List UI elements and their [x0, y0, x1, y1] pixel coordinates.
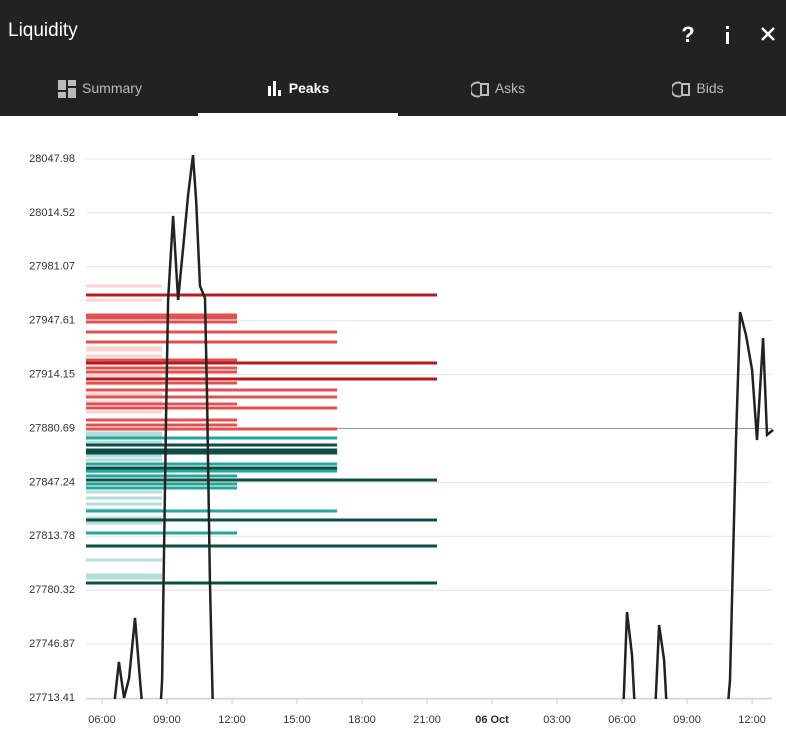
y-tick-label: 27914.15 [29, 369, 75, 381]
x-tick-label: 09:00 [153, 714, 181, 726]
tab[interactable]: Bids [598, 80, 786, 116]
tab-icon [672, 81, 691, 98]
x-tick-label: 03:00 [543, 714, 571, 726]
window-controls: ? [681, 22, 775, 47]
window-title: Liquidity [8, 20, 78, 41]
x-tick-label: 06:00 [88, 714, 116, 726]
x-tick-label: 06 Oct [475, 714, 509, 726]
x-tick-label: 09:00 [673, 714, 701, 726]
help-button[interactable]: ? [681, 22, 694, 47]
x-tick-label: 18:00 [348, 714, 376, 726]
y-tick-label: 27880.69 [29, 422, 75, 434]
y-tick-label: 27847.24 [29, 476, 75, 488]
tab-label: Summary [82, 80, 142, 96]
tab-label: Bids [696, 80, 724, 96]
y-tick-label: 27746.87 [29, 638, 75, 650]
tab[interactable]: Peaks [198, 80, 398, 116]
tab-icon [470, 81, 489, 98]
y-tick-label: 27813.78 [29, 530, 75, 542]
chart: 28047.98 28014.52 27981.07 27947.61 27914.15… [29, 153, 774, 726]
tab-icon [267, 81, 281, 96]
y-tick-label: 28047.98 [29, 153, 75, 165]
price-line [113, 154, 774, 699]
tab[interactable]: Asks [398, 80, 598, 116]
x-tick-label: 15:00 [283, 714, 311, 726]
x-tick-label: 06:00 [608, 714, 636, 726]
y-tick-label: 27780.32 [29, 584, 75, 596]
x-tick-label: 12:00 [738, 714, 766, 726]
x-tick-label: 12:00 [218, 714, 246, 726]
y-tick-label: 27713.41 [29, 692, 75, 704]
tab-icon [58, 80, 77, 98]
tab-label: Asks [494, 80, 526, 96]
tab[interactable]: Summary [0, 80, 200, 116]
y-tick-label: 27981.07 [29, 261, 75, 273]
tab-label: Peaks [288, 80, 330, 96]
x-tick-label: 21:00 [413, 714, 441, 726]
info-button[interactable] [726, 26, 729, 44]
close-button[interactable] [761, 27, 775, 41]
header: Liquidity ? Summary Peaks Asks Bids [0, 0, 786, 116]
y-tick-label: 27947.61 [29, 315, 75, 327]
y-tick-label: 28014.52 [29, 207, 75, 219]
